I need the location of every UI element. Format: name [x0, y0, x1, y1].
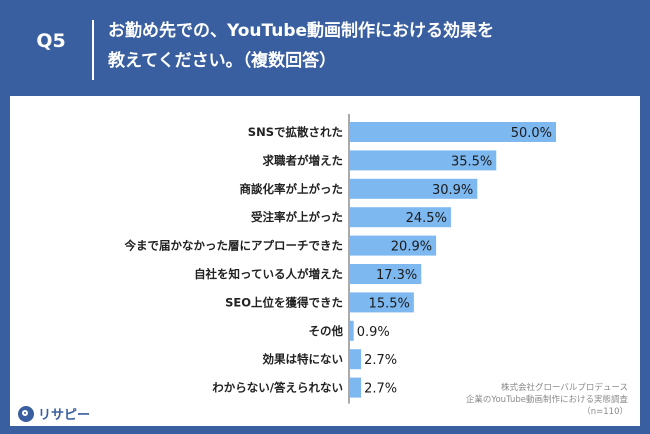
value-label: 2.7%	[364, 382, 397, 397]
question-title: お勤め先での、YouTube動画制作における効果を 教えてください。（複数回答）	[108, 16, 638, 76]
category-label: その他	[309, 324, 344, 338]
source-note: 株式会社グローバルプロデュース 企業のYouTube動画制作における実態調査 （…	[466, 382, 628, 418]
source-line2: 企業のYouTube動画制作における実態調査	[465, 395, 628, 405]
value-label: 20.9%	[391, 240, 432, 255]
category-label: 効果は特にない	[263, 352, 344, 366]
value-label: 0.9%	[357, 325, 390, 340]
header-divider	[92, 20, 94, 80]
question-title-line1: お勤め先での、YouTube動画制作における効果を	[108, 21, 495, 41]
bar	[350, 349, 362, 370]
category-label: SNSで拡散された	[248, 125, 343, 139]
value-label: 17.3%	[376, 268, 417, 283]
chart-card: SNSで拡散された 50.0% 求職者が増えた 35.5% 商談化率が上がった 30.9%…	[10, 96, 640, 426]
value-label: 15.5%	[369, 296, 410, 311]
value-label: 2.7%	[364, 353, 397, 368]
category-label: 自社を知っている人が増えた	[194, 267, 343, 281]
brand-logo: リサピー	[18, 404, 90, 423]
bar	[350, 207, 451, 228]
brand-icon	[18, 405, 34, 422]
bar	[350, 122, 556, 142]
category-label: 受注率が上がった	[251, 210, 343, 224]
source-line3: （n=110）	[582, 407, 628, 417]
header: Q5 お勤め先での、YouTube動画制作における効果を 教えてください。（複数…	[0, 0, 650, 96]
value-label: 24.5%	[406, 211, 447, 226]
value-label: 50.0%	[511, 126, 552, 141]
source-line1: 株式会社グローバルプロデュース	[501, 383, 628, 393]
value-label: 30.9%	[432, 183, 473, 198]
brand-name: リサピー	[38, 408, 91, 423]
bar-chart: SNSで拡散された 50.0% 求職者が増えた 35.5% 商談化率が上がった 30.9%…	[124, 114, 556, 404]
question-title-line2: 教えてください。（複数回答）	[108, 51, 337, 71]
bar	[350, 264, 422, 284]
value-label: 35.5%	[451, 154, 492, 169]
bar	[350, 377, 362, 398]
bar	[350, 178, 478, 199]
category-label: SEO上位を獲得できた	[225, 295, 343, 309]
category-label: 求職者が増えた	[263, 153, 344, 167]
category-label: 商談化率が上がった	[240, 182, 344, 196]
bar	[350, 235, 437, 256]
category-label: わからない/答えられない	[212, 381, 343, 395]
bar	[350, 292, 414, 313]
bar	[350, 320, 354, 341]
question-number: Q5	[36, 30, 66, 52]
bar	[350, 150, 497, 171]
category-label: 今まで届かなかった層にアプローチできた	[124, 239, 344, 253]
